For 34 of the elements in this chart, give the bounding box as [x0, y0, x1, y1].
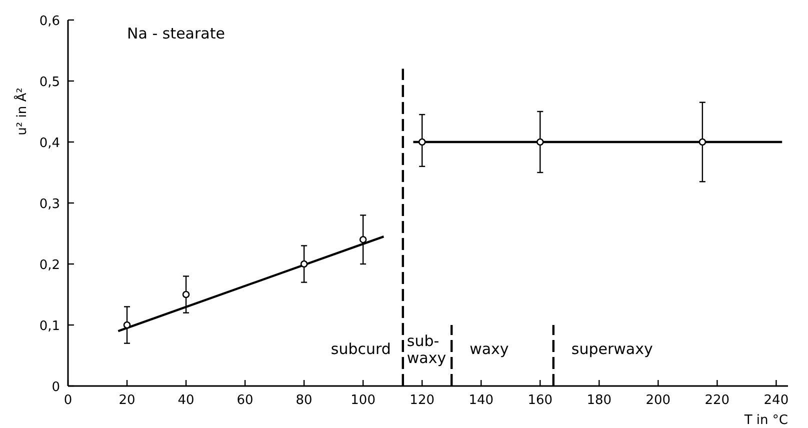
point: [536, 138, 544, 146]
x-tick-label: 180: [586, 393, 612, 408]
y-tick-label: 0: [52, 380, 60, 395]
point: [182, 290, 190, 298]
x-tick-label: 160: [528, 393, 553, 408]
point: [123, 321, 131, 329]
annotation: sub- waxy: [406, 332, 446, 367]
y-tick-label: 0,3: [39, 197, 60, 212]
x-tick-label: 20: [118, 393, 136, 408]
point: [418, 138, 426, 146]
annotation: subcurd: [330, 340, 391, 358]
x-tick-label: 100: [350, 393, 376, 408]
x-tick-label: 120: [410, 393, 435, 408]
annotation: waxy: [470, 340, 509, 358]
y-tick-label: 0,1: [39, 319, 60, 334]
x-tick-label: 80: [296, 393, 312, 408]
chart-title: Na - stearate: [127, 24, 225, 42]
x-tick-label: 140: [468, 393, 494, 408]
point: [359, 236, 367, 244]
x-tick-label: 40: [178, 393, 194, 408]
y-tick-label: 0,2: [39, 258, 60, 273]
x-tick-label: 220: [704, 393, 730, 408]
y-tick-label: 0,5: [39, 75, 60, 90]
x-tick-label: 200: [646, 393, 671, 408]
x-tick-label: 60: [236, 393, 254, 408]
y-tick-label: 0,4: [39, 136, 60, 151]
point: [300, 260, 308, 268]
y-axis-title: u² in Å²: [13, 88, 30, 136]
x-tick-label: 0: [64, 393, 72, 408]
point: [698, 138, 706, 146]
annotation: superwaxy: [571, 340, 653, 358]
x-tick-label: 240: [764, 393, 789, 408]
x-axis-title: T in °C: [743, 413, 788, 428]
y-tick-label: 0,6: [39, 14, 60, 29]
